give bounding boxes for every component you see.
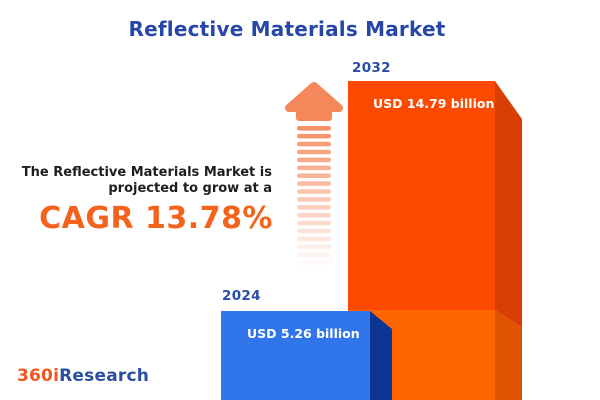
year-label-2024: 2024 (222, 288, 261, 304)
growth-arrow-up-icon (283, 80, 347, 272)
bar-2032-value-label: USD 14.79 billion (373, 96, 495, 111)
logo-suffix: Research (59, 366, 150, 386)
bar-2024-face (221, 311, 370, 400)
description-line-2: projected to grow at a (108, 181, 272, 196)
bar-2032-side-bevel-lower (495, 310, 522, 400)
logo-prefix: 360i (17, 366, 60, 386)
description-line-1: The Reflective Materials Market is (21, 165, 272, 180)
bar-2024-side-bevel (370, 311, 392, 400)
cagr-value: CAGR 13.78% (39, 201, 273, 236)
bar-2032-face-upper-segment (348, 81, 495, 310)
page-title: Reflective Materials Market (128, 17, 446, 41)
bar-2032-side-bevel-upper (495, 81, 522, 328)
year-label-2032: 2032 (352, 60, 391, 76)
bar-2024-value-label: USD 5.26 billion (247, 326, 360, 341)
company-logo: 360iResearch (17, 366, 149, 386)
market-description: The Reflective Materials Market is proje… (22, 165, 272, 197)
